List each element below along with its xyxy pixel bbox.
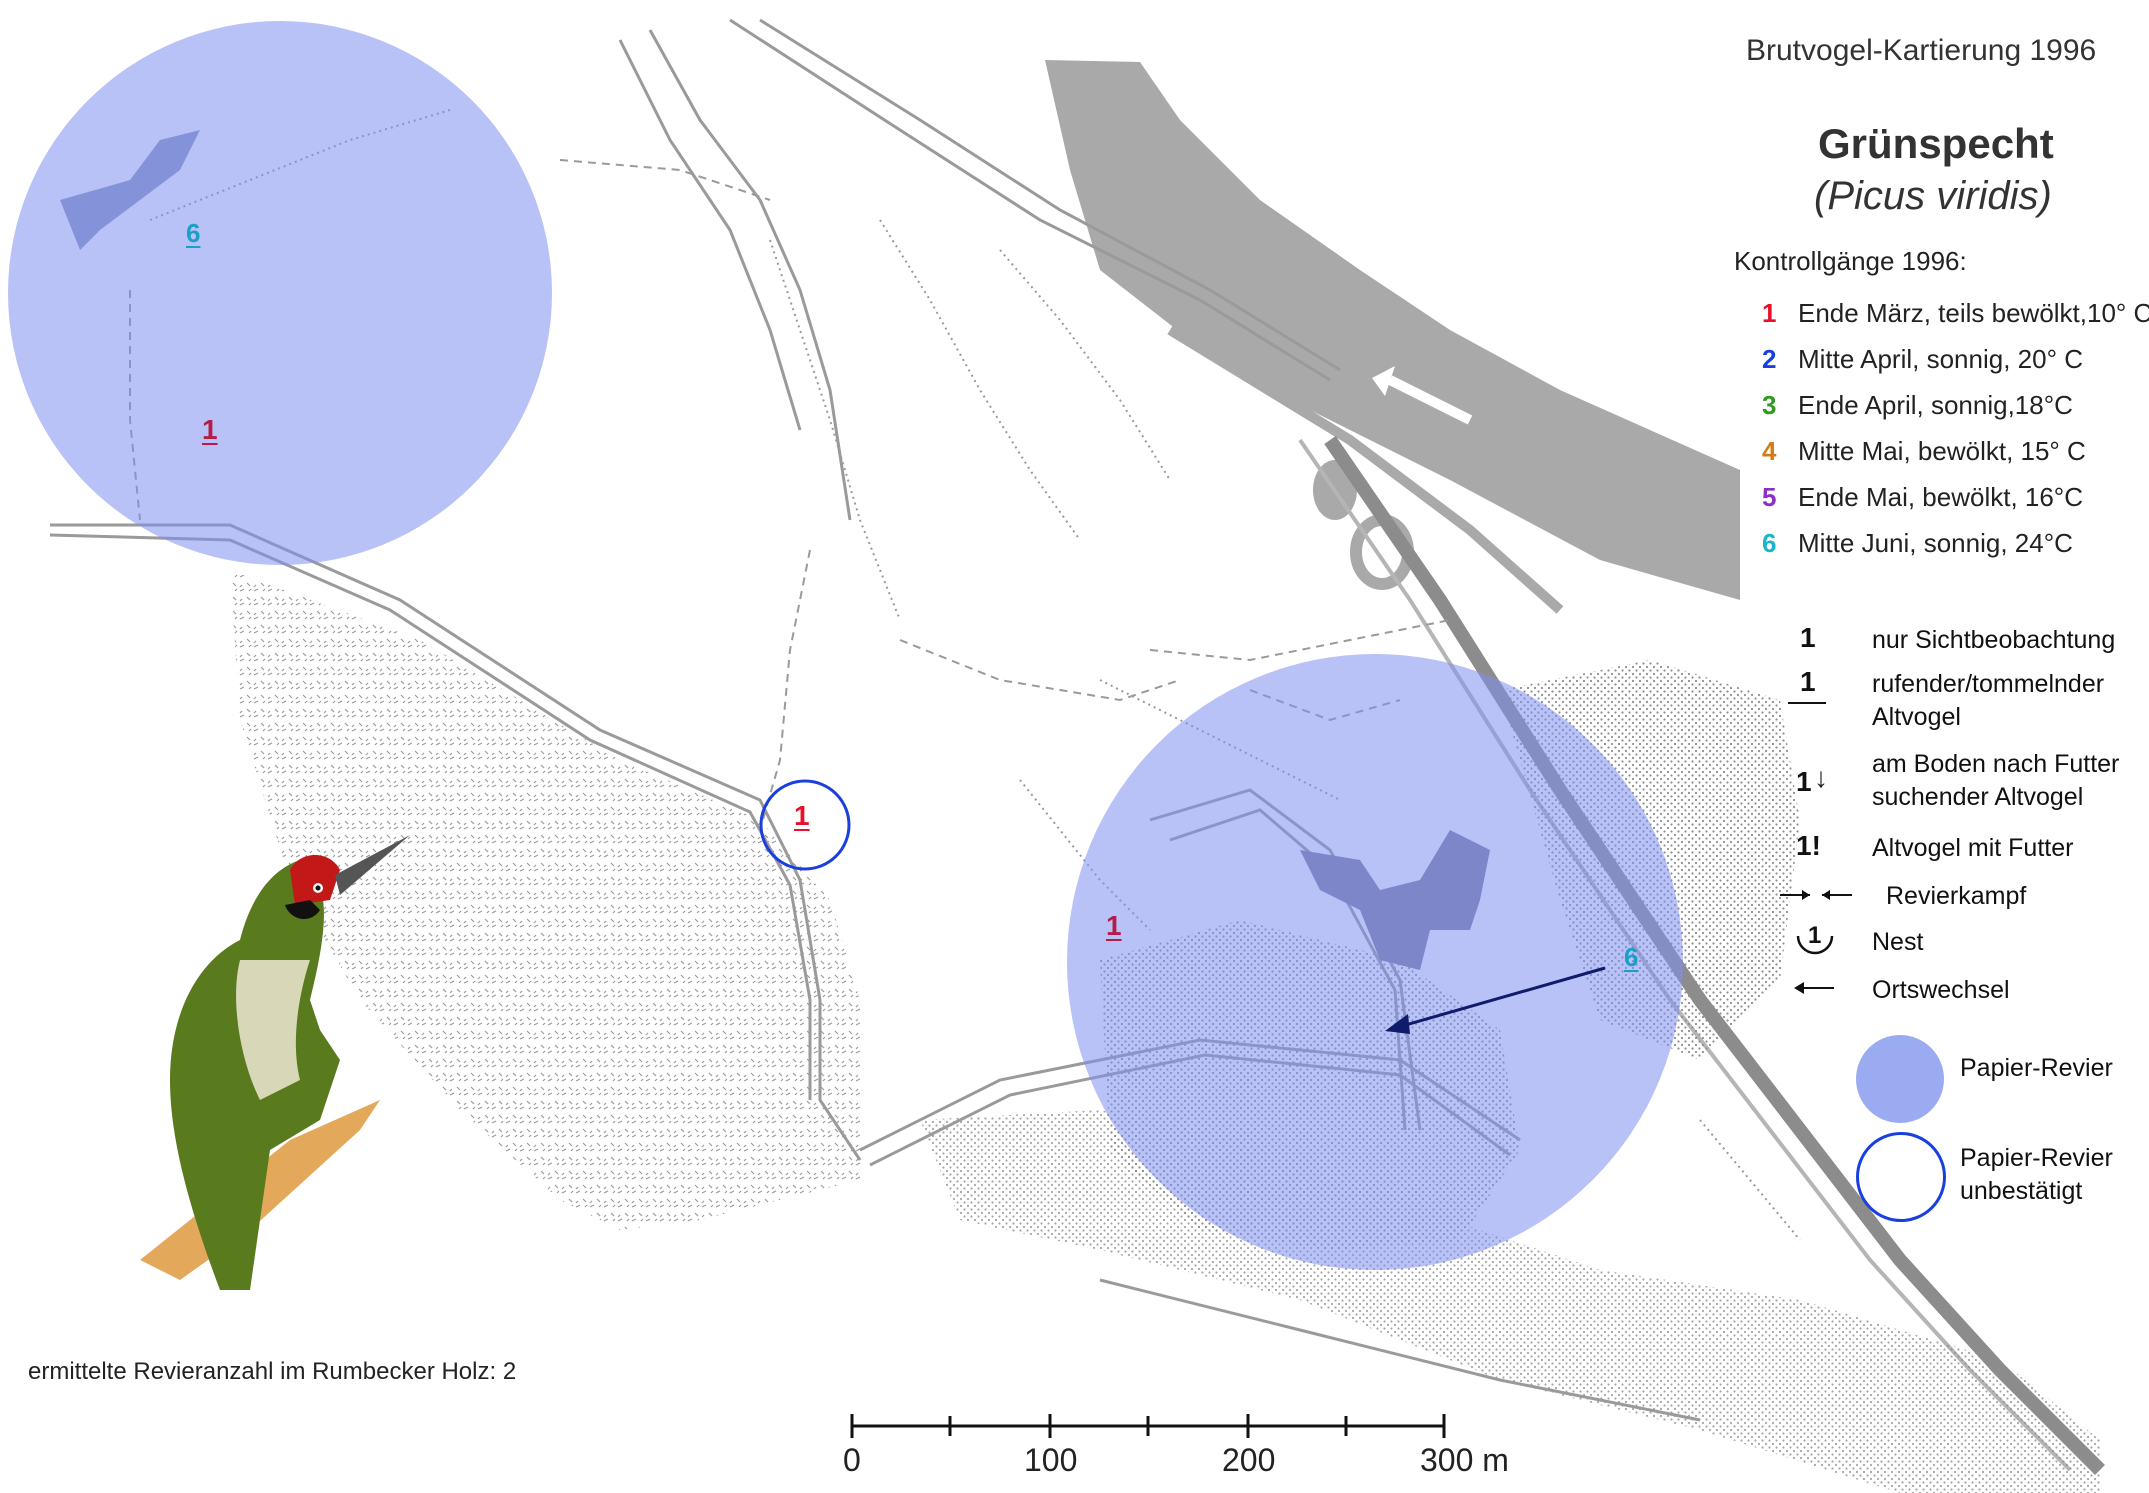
obs-se-6: 6 [1624, 942, 1639, 972]
canal-bank [1167, 325, 1564, 614]
control-visit-item: 5 Ende Mai, bewölkt, 16°C [1762, 482, 2083, 513]
legend-sight-label: nur Sichtbeobachtung [1872, 626, 2116, 654]
control-visit-text: Mitte April, sonnig, 20° C [1798, 344, 2083, 374]
territory-se[interactable] [1067, 654, 1683, 1270]
move-arrow [1394, 966, 1606, 1030]
territory-count-note: ermittelte Revieranzahl im Rumbecker Hol… [28, 1358, 517, 1385]
control-visit-text: Mitte Juni, sonnig, 24°C [1798, 528, 2073, 558]
scale-label-0: 0 [843, 1442, 861, 1478]
control-visit-text: Ende März, teils bewölkt,10° C [1798, 298, 2149, 328]
species-latin: (Picus viridis) [1814, 174, 2052, 218]
control-visit-item: 4 Mitte Mai, bewölkt, 15° C [1762, 436, 2086, 467]
canal-shape [1045, 60, 1740, 600]
forest-strip-west [230, 570, 860, 1230]
legend-foraging-arrow: ↓ [1814, 762, 1828, 793]
control-visit-item: 2 Mitte April, sonnig, 20° C [1762, 344, 2083, 375]
obs-se-1: 1 [1106, 910, 1122, 941]
control-visit-number: 5 [1762, 482, 1777, 512]
territory-unconfirmed-mid[interactable] [759, 779, 851, 871]
control-visit-number: 6 [1762, 528, 1777, 558]
obs-mid-1: 1 [794, 800, 810, 831]
legend-territory-swatch [1856, 1035, 1944, 1123]
page-header: Brutvogel-Kartierung 1996 [1746, 34, 2097, 67]
control-visit-text: Ende Mai, bewölkt, 16°C [1798, 482, 2083, 512]
legend-calling-label-2: Altvogel [1872, 703, 1961, 731]
obs-nw-1: 1 [202, 414, 218, 445]
legend-move-icon [1794, 982, 1834, 994]
flow-arrow [1387, 375, 1473, 425]
scale-label-300: 300 m [1420, 1442, 1509, 1478]
control-visit-text: Mitte Mai, bewölkt, 15° C [1798, 436, 2086, 466]
control-visit-item: 1 Ende März, teils bewölkt,10° C [1762, 298, 2149, 329]
main-road [1324, 436, 2105, 1475]
legend-territory-label: Papier-Revier [1960, 1054, 2113, 1082]
legend-unconfirmed-label-1: Papier-Revier [1960, 1144, 2113, 1172]
control-visit-number: 2 [1762, 344, 1777, 374]
woodpecker-illustration [140, 835, 410, 1290]
legend-nest-icon [1796, 935, 1834, 955]
legend-sight-symbol: 1 [1800, 622, 1816, 653]
legend-nest-symbol: 1 [1808, 922, 1822, 949]
legend-fight-label: Revierkampf [1886, 882, 2027, 910]
control-visit-number: 4 [1762, 436, 1777, 466]
legend-food-label: Altvogel mit Futter [1872, 834, 2074, 862]
legend-unconfirmed-label-2: unbestätigt [1960, 1177, 2083, 1205]
legend-foraging-label-2: suchender Altvogel [1872, 783, 2084, 811]
legend-unconfirmed-swatch [1856, 1132, 1946, 1222]
control-visit-text: Ende April, sonnig,18°C [1798, 390, 2073, 420]
control-visit-item: 3 Ende April, sonnig,18°C [1762, 390, 2073, 421]
species-name: Grünspecht [1818, 120, 2054, 167]
legend-fight-icon [1780, 890, 1852, 900]
scale-label-200: 200 [1222, 1442, 1276, 1478]
legend-foraging-symbol: 1 [1796, 766, 1812, 797]
legend-nest-label: Nest [1872, 928, 1924, 956]
control-visit-number: 3 [1762, 390, 1777, 420]
legend-calling-underline [1788, 702, 1826, 704]
obs-nw-6: 6 [186, 218, 201, 248]
territory-nw[interactable] [8, 21, 552, 565]
control-visit-number: 1 [1762, 298, 1777, 328]
legend-move-label: Ortswechsel [1872, 976, 2010, 1004]
legend-food-symbol: 1! [1796, 830, 1821, 861]
scale-bar [850, 1414, 1446, 1438]
legend-calling-label-1: rufender/tommelnder [1872, 670, 2105, 698]
control-visits-title: Kontrollgänge 1996: [1734, 246, 1967, 276]
scale-label-100: 100 [1024, 1442, 1078, 1478]
control-visit-item: 6 Mitte Juni, sonnig, 24°C [1762, 528, 2073, 559]
legend-calling-symbol: 1 [1800, 666, 1816, 697]
legend-foraging-label-1: am Boden nach Futter [1872, 750, 2120, 778]
